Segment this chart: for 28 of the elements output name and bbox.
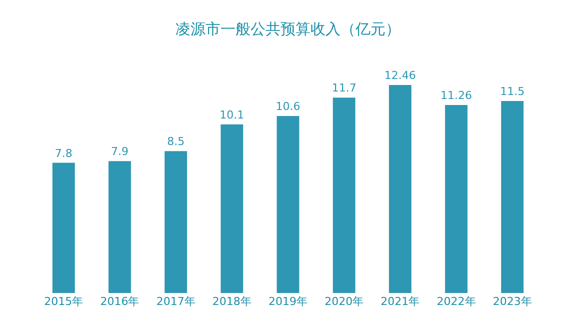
data-label: 11.26 [440,89,472,102]
x-tick-label: 2022年 [436,295,476,308]
x-tick-label: 2023年 [492,295,532,308]
x-tick-label: 2016年 [100,295,140,308]
x-tick-label: 2020年 [324,295,364,308]
bar [445,105,468,293]
x-tick-label: 2015年 [44,295,84,308]
chart-title: 凌源市一般公共预算收入（亿元） [176,20,400,38]
bar [220,124,244,293]
data-label: 7.8 [54,146,72,160]
data-label: 10.1 [220,108,244,122]
bar [52,162,75,293]
data-label: 12.46 [384,68,416,82]
bar [164,151,188,293]
bar [501,100,524,293]
bar [108,161,131,293]
data-label: 11.7 [332,82,356,95]
x-tick-label: 2017年 [156,295,196,308]
x-tick-label: 2021年 [380,295,420,308]
data-label: 11.5 [500,84,525,98]
x-tick-label: 2018年 [212,295,252,308]
bar [332,98,356,293]
data-label: 10.6 [276,100,300,114]
x-tick-label: 2019年 [268,295,308,308]
data-label: 7.9 [110,145,128,158]
data-label: 8.5 [167,135,185,148]
bar [388,84,412,293]
bar [276,116,300,293]
